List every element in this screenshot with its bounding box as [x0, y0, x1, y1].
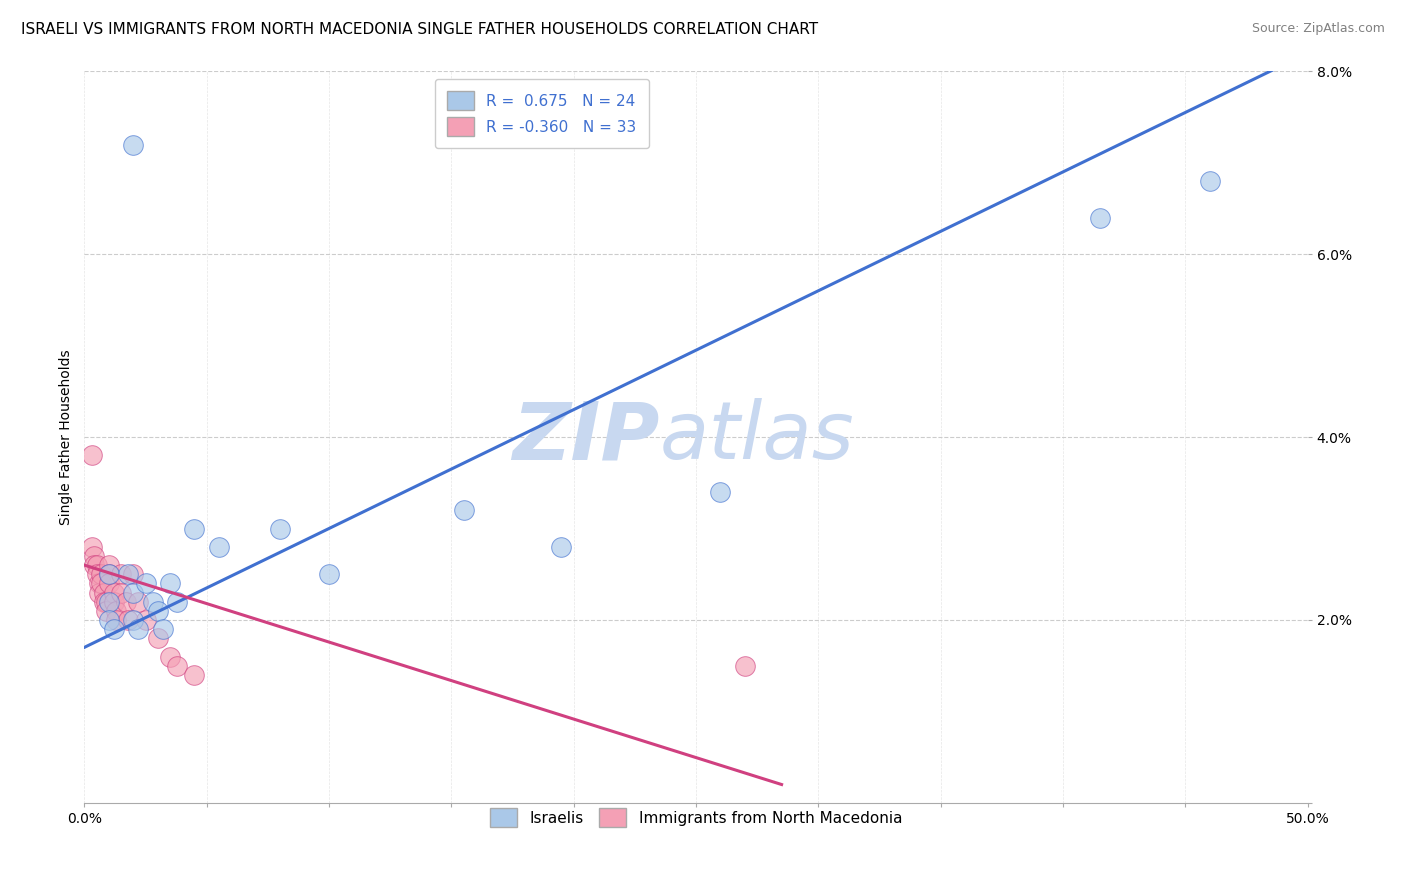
Point	[208, 540, 231, 554]
Point	[80, 540, 103, 554]
Point	[122, 613, 145, 627]
Point	[122, 585, 145, 599]
Point	[115, 595, 138, 609]
Point	[86, 567, 108, 582]
Point	[93, 595, 115, 609]
Point	[97, 567, 120, 582]
Point	[117, 613, 139, 627]
Point	[135, 576, 157, 591]
Point	[152, 622, 174, 636]
Point	[183, 667, 205, 681]
Point	[117, 567, 139, 582]
Point	[110, 567, 132, 582]
Point	[97, 567, 120, 582]
Point	[159, 649, 181, 664]
Point	[96, 595, 118, 609]
Text: Source: ZipAtlas.com: Source: ZipAtlas.com	[1251, 22, 1385, 36]
Point	[142, 595, 165, 609]
Point	[122, 567, 145, 582]
Point	[97, 576, 120, 591]
Point	[146, 604, 169, 618]
Point	[105, 613, 128, 627]
Point	[183, 521, 205, 535]
Point	[80, 449, 103, 463]
Point	[103, 595, 125, 609]
Y-axis label: Single Father Households: Single Father Households	[59, 350, 73, 524]
Point	[110, 585, 132, 599]
Point	[127, 622, 149, 636]
Point	[96, 604, 118, 618]
Point	[550, 540, 572, 554]
Point	[709, 485, 731, 500]
Point	[269, 521, 291, 535]
Point	[97, 558, 120, 573]
Point	[105, 604, 128, 618]
Point	[90, 567, 112, 582]
Text: ZIP: ZIP	[512, 398, 659, 476]
Point	[86, 558, 108, 573]
Point	[159, 576, 181, 591]
Point	[87, 576, 110, 591]
Text: atlas: atlas	[659, 398, 853, 476]
Point	[103, 585, 125, 599]
Text: ISRAELI VS IMMIGRANTS FROM NORTH MACEDONIA SINGLE FATHER HOUSEHOLDS CORRELATION : ISRAELI VS IMMIGRANTS FROM NORTH MACEDON…	[21, 22, 818, 37]
Point	[1198, 174, 1220, 188]
Point	[127, 595, 149, 609]
Point	[166, 658, 188, 673]
Point	[166, 595, 188, 609]
Point	[318, 567, 340, 582]
Point	[97, 613, 120, 627]
Point	[93, 585, 115, 599]
Point	[83, 549, 105, 563]
Point	[146, 632, 169, 646]
Legend: Israelis, Immigrants from North Macedonia: Israelis, Immigrants from North Macedoni…	[478, 796, 914, 839]
Point	[87, 585, 110, 599]
Point	[103, 622, 125, 636]
Point	[83, 558, 105, 573]
Point	[453, 503, 475, 517]
Point	[1088, 211, 1111, 225]
Point	[122, 137, 145, 152]
Point	[97, 595, 120, 609]
Point	[90, 576, 112, 591]
Point	[135, 613, 157, 627]
Point	[734, 658, 756, 673]
